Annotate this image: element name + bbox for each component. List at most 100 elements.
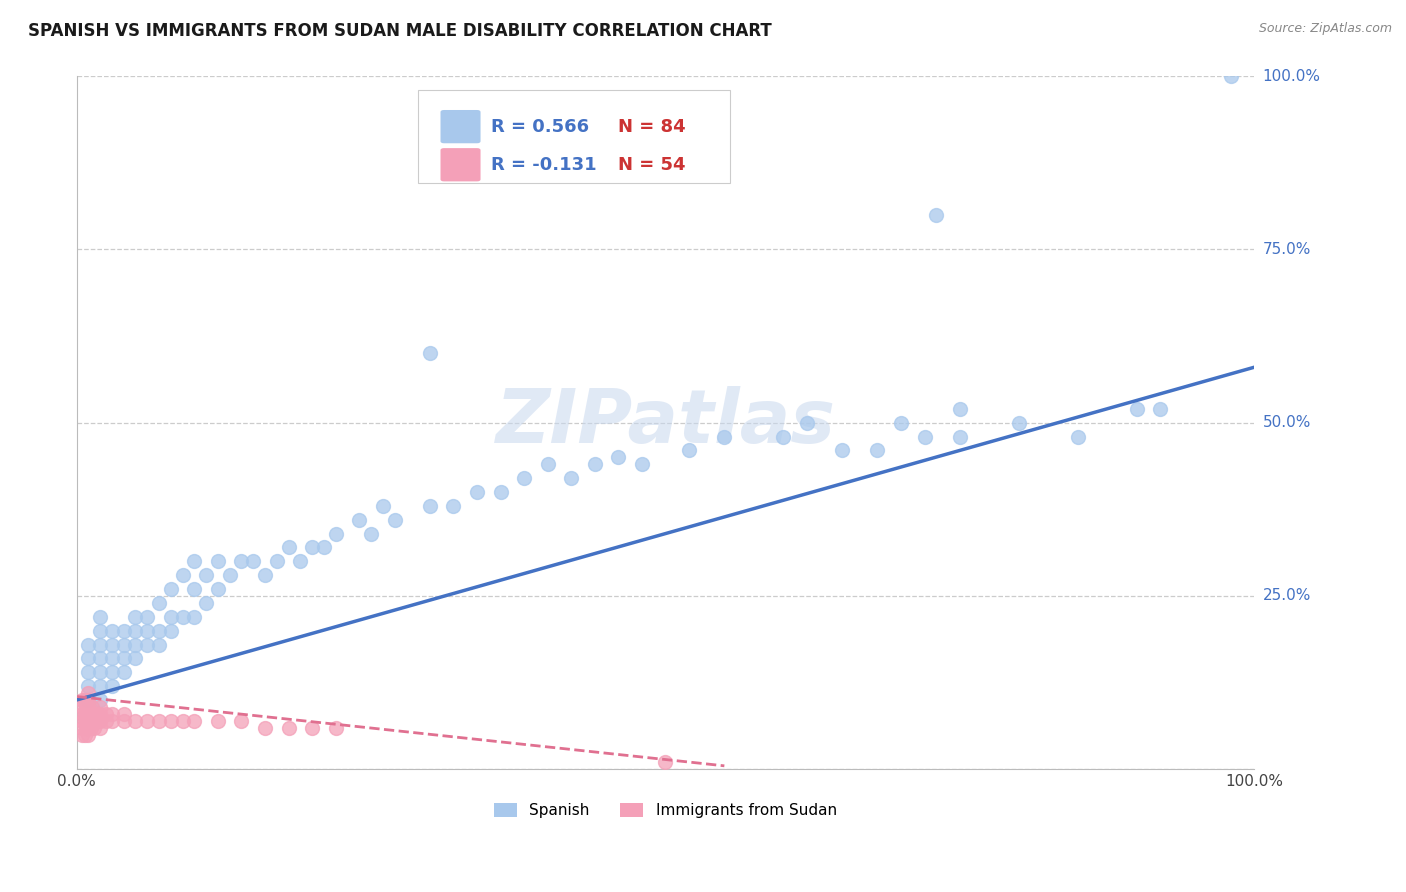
Point xyxy=(101,714,124,728)
Point xyxy=(124,651,146,665)
Point xyxy=(73,714,96,728)
Point xyxy=(124,638,146,652)
Point xyxy=(347,513,370,527)
Text: 100.0%: 100.0% xyxy=(1263,69,1320,84)
Point xyxy=(86,706,108,721)
Point xyxy=(325,721,347,735)
Point xyxy=(384,513,406,527)
Point xyxy=(796,416,818,430)
Point xyxy=(231,714,253,728)
FancyBboxPatch shape xyxy=(440,148,481,181)
Point xyxy=(77,686,100,700)
Text: SPANISH VS IMMIGRANTS FROM SUDAN MALE DISABILITY CORRELATION CHART: SPANISH VS IMMIGRANTS FROM SUDAN MALE DI… xyxy=(28,22,772,40)
Point xyxy=(678,443,700,458)
Point xyxy=(360,526,382,541)
Point xyxy=(537,457,560,471)
Point xyxy=(72,728,94,742)
Point xyxy=(631,457,654,471)
Point xyxy=(371,499,394,513)
Point xyxy=(312,541,335,555)
Point xyxy=(76,699,98,714)
Point xyxy=(301,721,323,735)
Point xyxy=(77,693,100,707)
Text: N = 84: N = 84 xyxy=(619,118,686,136)
Point xyxy=(277,721,299,735)
Point xyxy=(80,699,103,714)
Point xyxy=(290,554,312,568)
Point xyxy=(112,624,135,638)
Point xyxy=(112,706,135,721)
Point xyxy=(72,699,94,714)
Point xyxy=(77,665,100,680)
Text: R = 0.566: R = 0.566 xyxy=(491,118,589,136)
Point xyxy=(148,714,170,728)
Point xyxy=(89,638,111,652)
Point xyxy=(172,714,194,728)
Point xyxy=(949,401,972,416)
Point xyxy=(443,499,465,513)
Text: Source: ZipAtlas.com: Source: ZipAtlas.com xyxy=(1258,22,1392,36)
Point xyxy=(112,638,135,652)
Point xyxy=(77,721,100,735)
Point xyxy=(925,208,948,222)
Point xyxy=(89,693,111,707)
Point xyxy=(101,624,124,638)
Point xyxy=(124,609,146,624)
Point xyxy=(207,554,229,568)
Point xyxy=(89,609,111,624)
Point xyxy=(101,679,124,693)
Point xyxy=(325,526,347,541)
Point xyxy=(73,693,96,707)
Point xyxy=(73,728,96,742)
Point xyxy=(148,624,170,638)
Point xyxy=(75,699,97,714)
Point xyxy=(89,624,111,638)
Point xyxy=(195,596,218,610)
Point xyxy=(89,721,111,735)
Point xyxy=(87,714,110,728)
Point xyxy=(89,679,111,693)
Point xyxy=(112,714,135,728)
Point xyxy=(172,568,194,582)
Point xyxy=(183,609,205,624)
Point xyxy=(101,638,124,652)
FancyBboxPatch shape xyxy=(440,110,481,144)
Point xyxy=(84,714,107,728)
Point xyxy=(94,714,117,728)
Point xyxy=(76,714,98,728)
Point xyxy=(1066,429,1088,443)
Point xyxy=(419,346,441,360)
Point xyxy=(266,554,288,568)
Point xyxy=(80,706,103,721)
Point xyxy=(513,471,536,485)
Point xyxy=(159,609,181,624)
Point xyxy=(89,699,111,714)
Point xyxy=(159,714,181,728)
Point xyxy=(231,554,253,568)
Point xyxy=(183,554,205,568)
Point xyxy=(83,706,105,721)
Point xyxy=(77,651,100,665)
Point xyxy=(77,728,100,742)
Point xyxy=(772,429,794,443)
Point xyxy=(489,485,512,500)
Point xyxy=(77,638,100,652)
Point xyxy=(207,582,229,596)
Text: R = -0.131: R = -0.131 xyxy=(491,156,596,174)
Point xyxy=(218,568,240,582)
Point xyxy=(890,416,912,430)
Point xyxy=(1125,401,1147,416)
Point xyxy=(72,693,94,707)
Point xyxy=(75,706,97,721)
Point xyxy=(101,706,124,721)
Point xyxy=(607,450,630,465)
Point xyxy=(112,651,135,665)
Point xyxy=(242,554,264,568)
Point xyxy=(124,624,146,638)
Point xyxy=(148,638,170,652)
Point xyxy=(253,568,276,582)
Point xyxy=(1219,69,1241,83)
Point xyxy=(136,609,159,624)
Point xyxy=(136,624,159,638)
Point xyxy=(866,443,889,458)
